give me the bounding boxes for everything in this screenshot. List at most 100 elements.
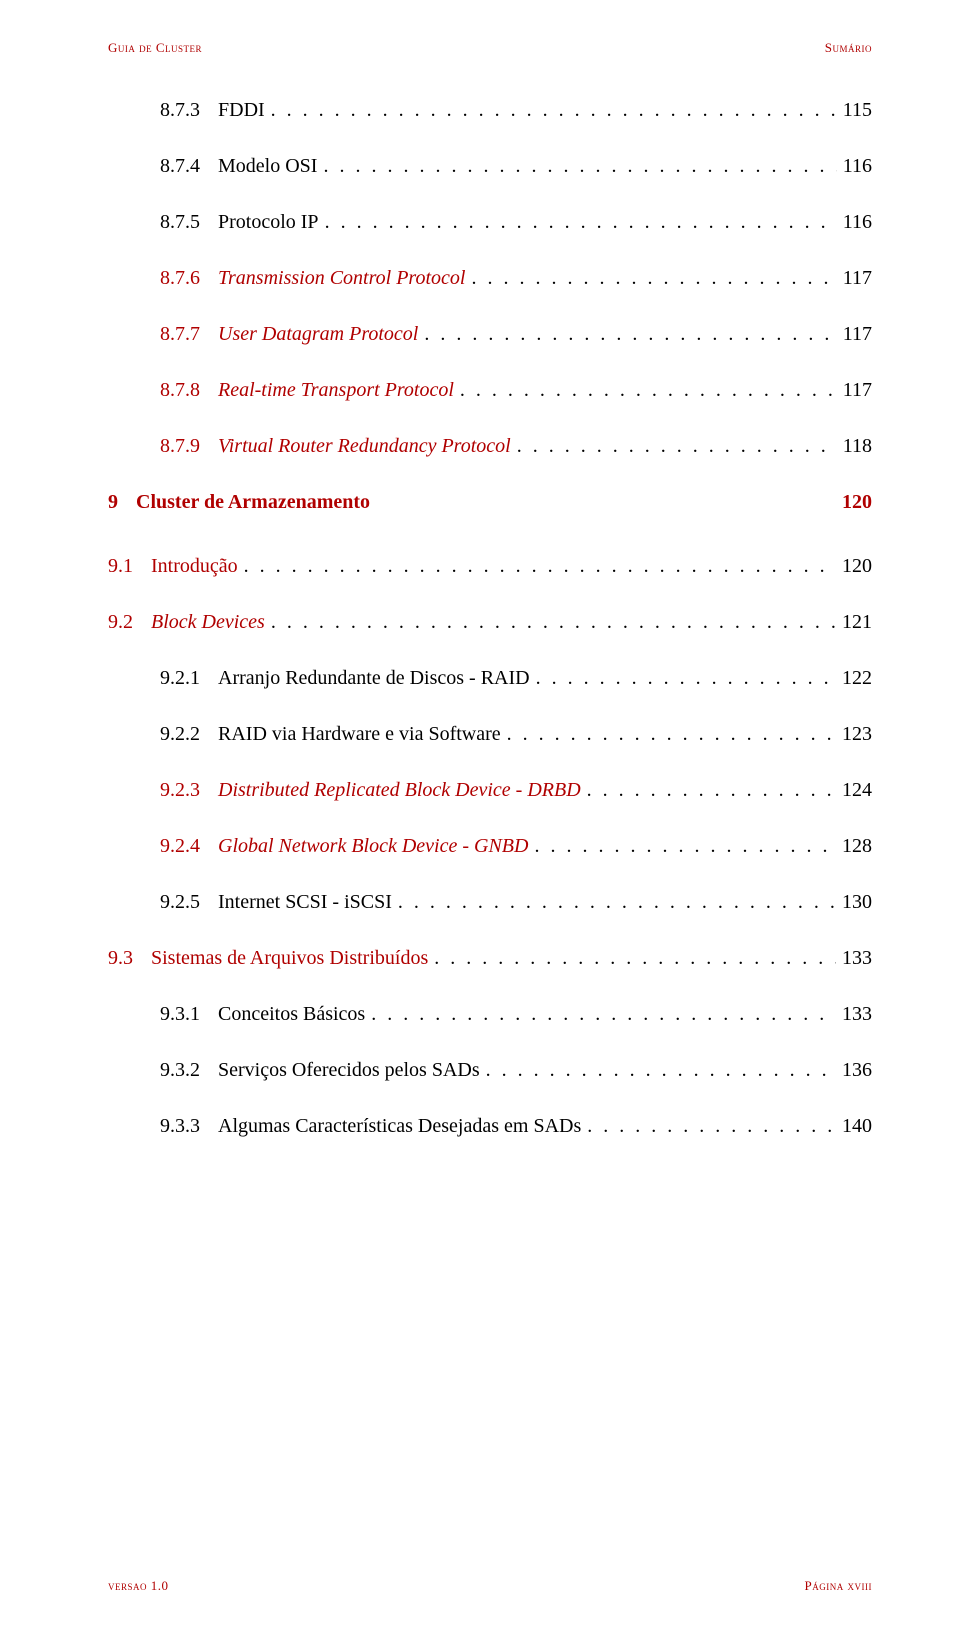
entry-number: 9.2.1 [160,666,200,690]
entry-title: Global Network Block Device - GNBD [218,834,528,858]
entry-title: Algumas Características Desejadas em SAD… [218,1114,581,1138]
entry-page: 117 [843,322,872,346]
entry-number: 9.3.3 [160,1114,200,1138]
entry-page: 121 [842,610,872,634]
entry-title: Block Devices [151,610,265,634]
entry-title: RAID via Hardware e via Software [218,722,501,746]
entry-number: 9 [108,490,118,514]
toc-entry: 9 Cluster de Armazenamento 120 [108,490,872,514]
entry-page: 133 [842,1002,872,1026]
toc-entry: 9.2.2 RAID via Hardware e via Software 123 [160,722,872,746]
header-left: Guia de Cluster [108,40,202,56]
entry-page: 117 [843,378,872,402]
dot-leaders [271,98,837,122]
toc-entry: 9.2.5 Internet SCSI - iSCSI 130 [160,890,872,914]
dot-leaders [536,666,836,690]
dot-leaders [587,778,836,802]
entry-page: 120 [842,554,872,578]
entry-title: Transmission Control Protocol [218,266,465,290]
entry-title: Real-time Transport Protocol [218,378,454,402]
entry-page: 118 [843,434,872,458]
entry-title: Conceitos Básicos [218,1002,365,1026]
entry-title: Internet SCSI - iSCSI [218,890,392,914]
entry-title: Serviços Oferecidos pelos SADs [218,1058,480,1082]
toc-entry: 8.7.7 User Datagram Protocol 117 [160,322,872,346]
entry-number: 8.7.4 [160,154,200,178]
dot-leaders [507,722,836,746]
toc-entry: 8.7.3 FDDI 115 [160,98,872,122]
toc-entry: 8.7.6Transmission Control Protocol117 [160,266,872,290]
toc-entry: 9.2.4 Global Network Block Device - GNBD 1… [160,834,872,858]
entry-page: 115 [843,98,872,122]
entry-number: 8.7.3 [160,98,200,122]
entry-number: 8.7.7 [160,322,200,346]
entry-title: Distributed Replicated Block Device - DR… [218,778,581,802]
dot-leaders [371,1002,836,1026]
entry-number: 8.7.9 [160,434,200,458]
toc-entry: 9.3.1 Conceitos Básicos 133 [160,1002,872,1026]
dot-leaders [534,834,836,858]
dot-leaders [424,322,836,346]
entry-page: 122 [842,666,872,690]
dot-leaders [517,434,837,458]
footer-left: versao 1.0 [108,1578,169,1594]
dot-leaders [587,1114,836,1138]
entry-page: 128 [842,834,872,858]
entry-title: Sistemas de Arquivos Distribuídos [151,946,428,970]
entry-title: Virtual Router Redundancy Protocol [218,434,511,458]
entry-number: 9.2.3 [160,778,200,802]
toc-entry: 9.3.2 Serviços Oferecidos pelos SADs 136 [160,1058,872,1082]
toc-entry: 8.7.5 Protocolo IP 116 [160,210,872,234]
toc-entry: 9.2.1 Arranjo Redundante de Discos - RAID… [160,666,872,690]
dot-leaders [460,378,837,402]
dot-leaders [398,890,836,914]
toc-entry: 8.7.9 Virtual Router Redundancy Protocol 1… [160,434,872,458]
entry-number: 9.1 [108,554,133,578]
entry-page: 140 [842,1114,872,1138]
running-footer: versao 1.0 Página xviii [108,1578,872,1594]
entry-number: 9.2.4 [160,834,200,858]
toc-entry: 9.3.3 Algumas Características Desejadas e… [160,1114,872,1138]
toc-entry: 8.7.8 Real-time Transport Protocol 117 [160,378,872,402]
dot-leaders [434,946,836,970]
entry-title: Protocolo IP [218,210,319,234]
entry-title: Introdução [151,554,238,578]
dot-leaders [325,210,837,234]
entry-number: 8.7.6 [160,266,200,290]
entry-page: 116 [843,210,872,234]
entry-number: 9.3.2 [160,1058,200,1082]
entry-page: 130 [842,890,872,914]
entry-number: 9.2 [108,610,133,634]
entry-title: Arranjo Redundante de Discos - RAID [218,666,530,690]
dot-leaders [471,266,836,290]
toc-entry: 9.2.3 Distributed Replicated Block Device… [160,778,872,802]
dot-leaders [486,1058,836,1082]
entry-number: 9.2.5 [160,890,200,914]
entry-title: Modelo OSI [218,154,317,178]
running-header: Guia de Cluster Sumário [108,40,872,56]
table-of-contents: 8.7.3 FDDI 115 8.7.4 Modelo OSI 116 8.7.5 Proto… [108,98,872,1138]
entry-page: 120 [842,490,872,514]
dot-leaders [244,554,836,578]
entry-page: 133 [842,946,872,970]
entry-number: 9.3 [108,946,133,970]
entry-page: 123 [842,722,872,746]
entry-page: 116 [843,154,872,178]
toc-entry: 9.1 Introdução 120 [108,554,872,578]
entry-page: 136 [842,1058,872,1082]
footer-right: Página xviii [805,1578,872,1594]
toc-entry: 9.2 Block Devices 121 [108,610,872,634]
dot-leaders [323,154,836,178]
entry-number: 8.7.5 [160,210,200,234]
entry-number: 9.2.2 [160,722,200,746]
entry-title: User Datagram Protocol [218,322,418,346]
entry-number: 9.3.1 [160,1002,200,1026]
dot-leaders [271,610,836,634]
entry-title: Cluster de Armazenamento [136,490,370,514]
toc-entry: 9.3 Sistemas de Arquivos Distribuídos 133 [108,946,872,970]
entry-page: 124 [842,778,872,802]
toc-entry: 8.7.4 Modelo OSI 116 [160,154,872,178]
entry-number: 8.7.8 [160,378,200,402]
header-right: Sumário [825,40,872,56]
entry-title: FDDI [218,98,265,122]
